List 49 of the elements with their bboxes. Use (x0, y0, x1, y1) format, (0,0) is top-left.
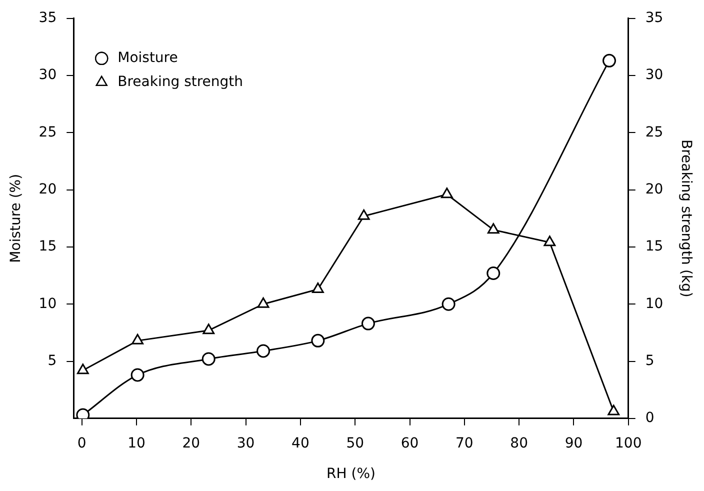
y2-tick-label: 10 (645, 296, 664, 312)
point (358, 209, 370, 220)
y2-tick-label: 15 (645, 238, 664, 255)
x-tick-label: 30 (236, 435, 255, 452)
x-tick-label: 0 (77, 435, 86, 452)
x-tick-label: 100 (615, 435, 642, 452)
x-tick-label: 10 (128, 435, 146, 452)
point (256, 344, 270, 358)
point (487, 223, 500, 234)
x-tick-label: 80 (510, 435, 528, 452)
y2-tick-label: 30 (645, 67, 664, 84)
y-tick-label: 15 (38, 238, 57, 255)
x-tick-label: 40 (292, 435, 310, 452)
y-tick-label: 25 (38, 124, 57, 140)
x-axis-title: RH (%) (326, 466, 376, 482)
y-tick-label: 30 (38, 67, 57, 84)
x-tick-label: 70 (456, 435, 474, 452)
point (608, 404, 620, 416)
point (544, 236, 556, 246)
point (257, 297, 270, 308)
x-tick-label: 90 (564, 435, 583, 452)
y-tick-label: 20 (38, 181, 57, 198)
point (602, 54, 616, 68)
point (440, 188, 453, 198)
y2-axis-title: Breaking strength (kg) (678, 140, 694, 298)
x-tick-label: 60 (400, 435, 419, 452)
y2-tick-label: 0 (645, 410, 654, 426)
y-tick-label: 35 (38, 10, 57, 26)
y-tick-label: 5 (48, 352, 57, 369)
point (312, 282, 324, 294)
x-tick-label: 20 (182, 435, 200, 452)
point (76, 364, 89, 374)
point (130, 368, 144, 382)
point (311, 334, 325, 348)
y2-tick-label: 25 (645, 124, 664, 140)
point (202, 352, 216, 366)
legend-label: Breaking strength (118, 74, 244, 90)
point (202, 324, 215, 334)
y2-tick-label: 35 (645, 10, 664, 26)
point (361, 316, 375, 330)
y2-tick-label: 5 (645, 352, 654, 369)
legend-label: Moisture (118, 50, 178, 66)
y-tick-label: 10 (38, 296, 57, 312)
point (486, 266, 500, 280)
y-axis-title: Moisture (%) (8, 174, 24, 263)
x-tick-label: 50 (346, 435, 364, 452)
y2-tick-label: 20 (645, 181, 664, 198)
point (132, 334, 144, 344)
point (442, 297, 456, 311)
